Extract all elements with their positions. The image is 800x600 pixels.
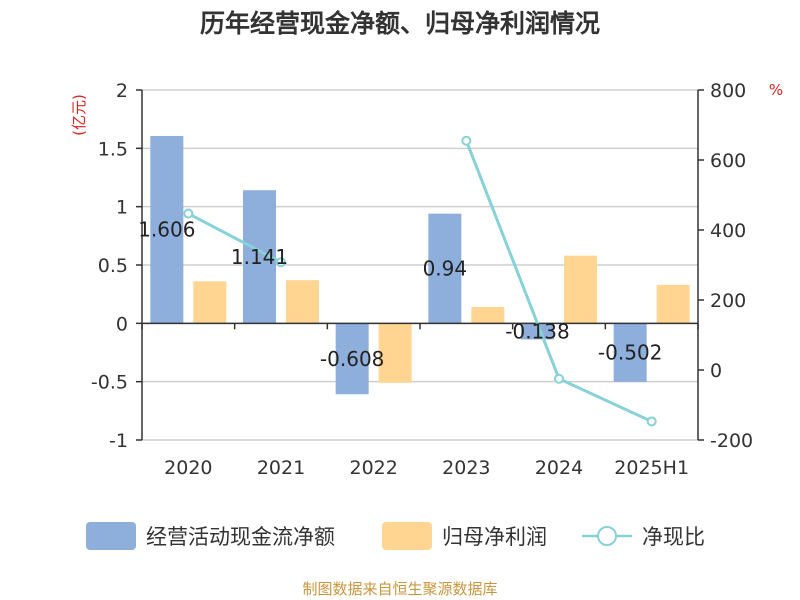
point-cash-ratio	[554, 373, 564, 384]
left-tick-label: 0.5	[98, 255, 128, 277]
x-tick-label: 2022	[349, 457, 397, 479]
left-tick-label: -1	[109, 430, 128, 452]
right-tick-label: 800	[710, 80, 746, 102]
axes: -1 -0.5 0 0.5 1 1.5 2 -200 0 200 400 600 800 2020 2021…	[91, 80, 753, 479]
right-tick-label: 600	[710, 150, 746, 172]
right-tick-label: 400	[710, 220, 746, 242]
x-tick-label: 2021	[257, 457, 305, 479]
bar-net-profit	[378, 323, 412, 383]
line-cash-ratio	[187, 212, 282, 264]
x-tick-label: 2025H1	[614, 457, 689, 479]
point-cash-ratio	[276, 257, 286, 268]
bar-layer	[150, 135, 690, 395]
legend-swatch-cashflow	[86, 522, 136, 550]
legend-label-cash-ratio: 净现比	[642, 525, 705, 549]
data-label-cashflow: 1.141	[231, 245, 288, 269]
data-label-cashflow: 1.606	[138, 218, 195, 242]
x-tick-label: 2023	[442, 457, 490, 479]
legend-label-cashflow: 经营活动现金流净额	[146, 525, 335, 549]
right-tick-label: 200	[710, 290, 746, 312]
right-axis-unit: %	[769, 81, 783, 99]
chart-legend: 经营活动现金流净额 归母净利润 净现比	[0, 514, 800, 558]
bar-net-profit	[286, 280, 319, 324]
right-tick-label: 0	[710, 360, 722, 382]
bar-net-profit	[471, 307, 505, 324]
left-axis-unit: (亿元)	[70, 94, 88, 136]
bar-cashflow	[613, 323, 647, 382]
x-tick-label: 2020	[164, 457, 212, 479]
legend-item-net-profit[interactable]: 归母净利润	[382, 514, 547, 558]
bar-net-profit	[656, 284, 690, 324]
bar-net-profit	[564, 255, 597, 324]
data-label-cashflow: 0.94	[423, 257, 468, 281]
left-tick-label: -0.5	[91, 372, 128, 394]
legend-swatch-cash-ratio	[582, 526, 632, 546]
data-labels: 1.606 1.141 -0.608 0.94 -0.138 -0.502	[138, 218, 662, 371]
left-tick-label: 0	[116, 313, 128, 335]
chart-title: 历年经营现金净额、归母净利润情况	[199, 9, 600, 38]
point-cash-ratio	[646, 416, 657, 427]
bar-net-profit	[193, 281, 227, 324]
point-cash-ratio	[183, 208, 194, 219]
x-tick-label: 2024	[535, 457, 583, 479]
right-tick-label: -200	[710, 430, 753, 452]
data-label-cashflow: -0.608	[320, 347, 384, 371]
legend-label-net-profit: 归母净利润	[442, 525, 547, 549]
legend-swatch-net-profit	[382, 522, 432, 550]
left-tick-label: 2	[116, 80, 128, 102]
chart-plot: -1 -0.5 0 0.5 1 1.5 2 -200 0 200 400 600 800 2020 2021…	[70, 80, 783, 479]
left-tick-label: 1.5	[98, 138, 128, 160]
data-label-cashflow: -0.138	[505, 319, 569, 343]
legend-item-cash-ratio[interactable]: 净现比	[582, 514, 705, 558]
bar-cashflow	[150, 135, 184, 324]
bar-cashflow	[521, 323, 554, 340]
bar-cashflow	[335, 323, 369, 395]
data-label-cashflow: -0.502	[598, 341, 662, 365]
source-note: 制图数据来自恒生聚源数据库	[302, 580, 498, 598]
grid-lines	[142, 89, 698, 441]
line-series-layer	[183, 135, 657, 427]
point-cash-ratio	[461, 135, 472, 146]
legend-item-cashflow[interactable]: 经营活动现金流净额	[86, 514, 335, 558]
left-tick-label: 1	[116, 197, 128, 219]
bar-cashflow	[428, 213, 462, 324]
